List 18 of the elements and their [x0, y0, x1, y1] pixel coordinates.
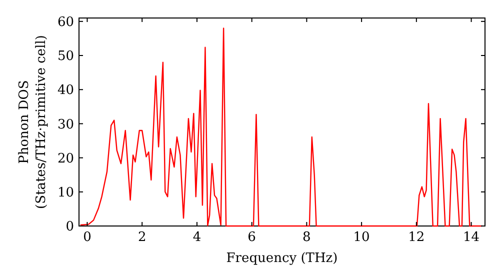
x-tick-label: 8: [302, 230, 311, 245]
y-tick-label: 10: [57, 185, 74, 200]
line-series: [80, 28, 483, 227]
x-tick-label: 2: [138, 230, 146, 245]
x-tick-label: 14: [463, 230, 480, 245]
y-axis-title: Phonon DOS (States/THz·primitive cell): [17, 34, 49, 210]
y-tick-label: 50: [57, 49, 74, 64]
y-tick-label: 20: [57, 151, 74, 166]
y-tick-label: 30: [57, 117, 74, 132]
y-tick-label: 0: [66, 220, 74, 235]
x-tick-label: 12: [408, 230, 425, 245]
x-tick-label: 0: [83, 230, 92, 245]
y-tick-label: 60: [57, 14, 74, 30]
x-axis-title: Frequency (THz): [226, 251, 338, 266]
x-tick-label: 6: [248, 230, 256, 245]
y-tick-label: 40: [57, 83, 74, 98]
x-tick-label: 4: [192, 230, 202, 245]
x-tick-label: 10: [353, 230, 370, 245]
